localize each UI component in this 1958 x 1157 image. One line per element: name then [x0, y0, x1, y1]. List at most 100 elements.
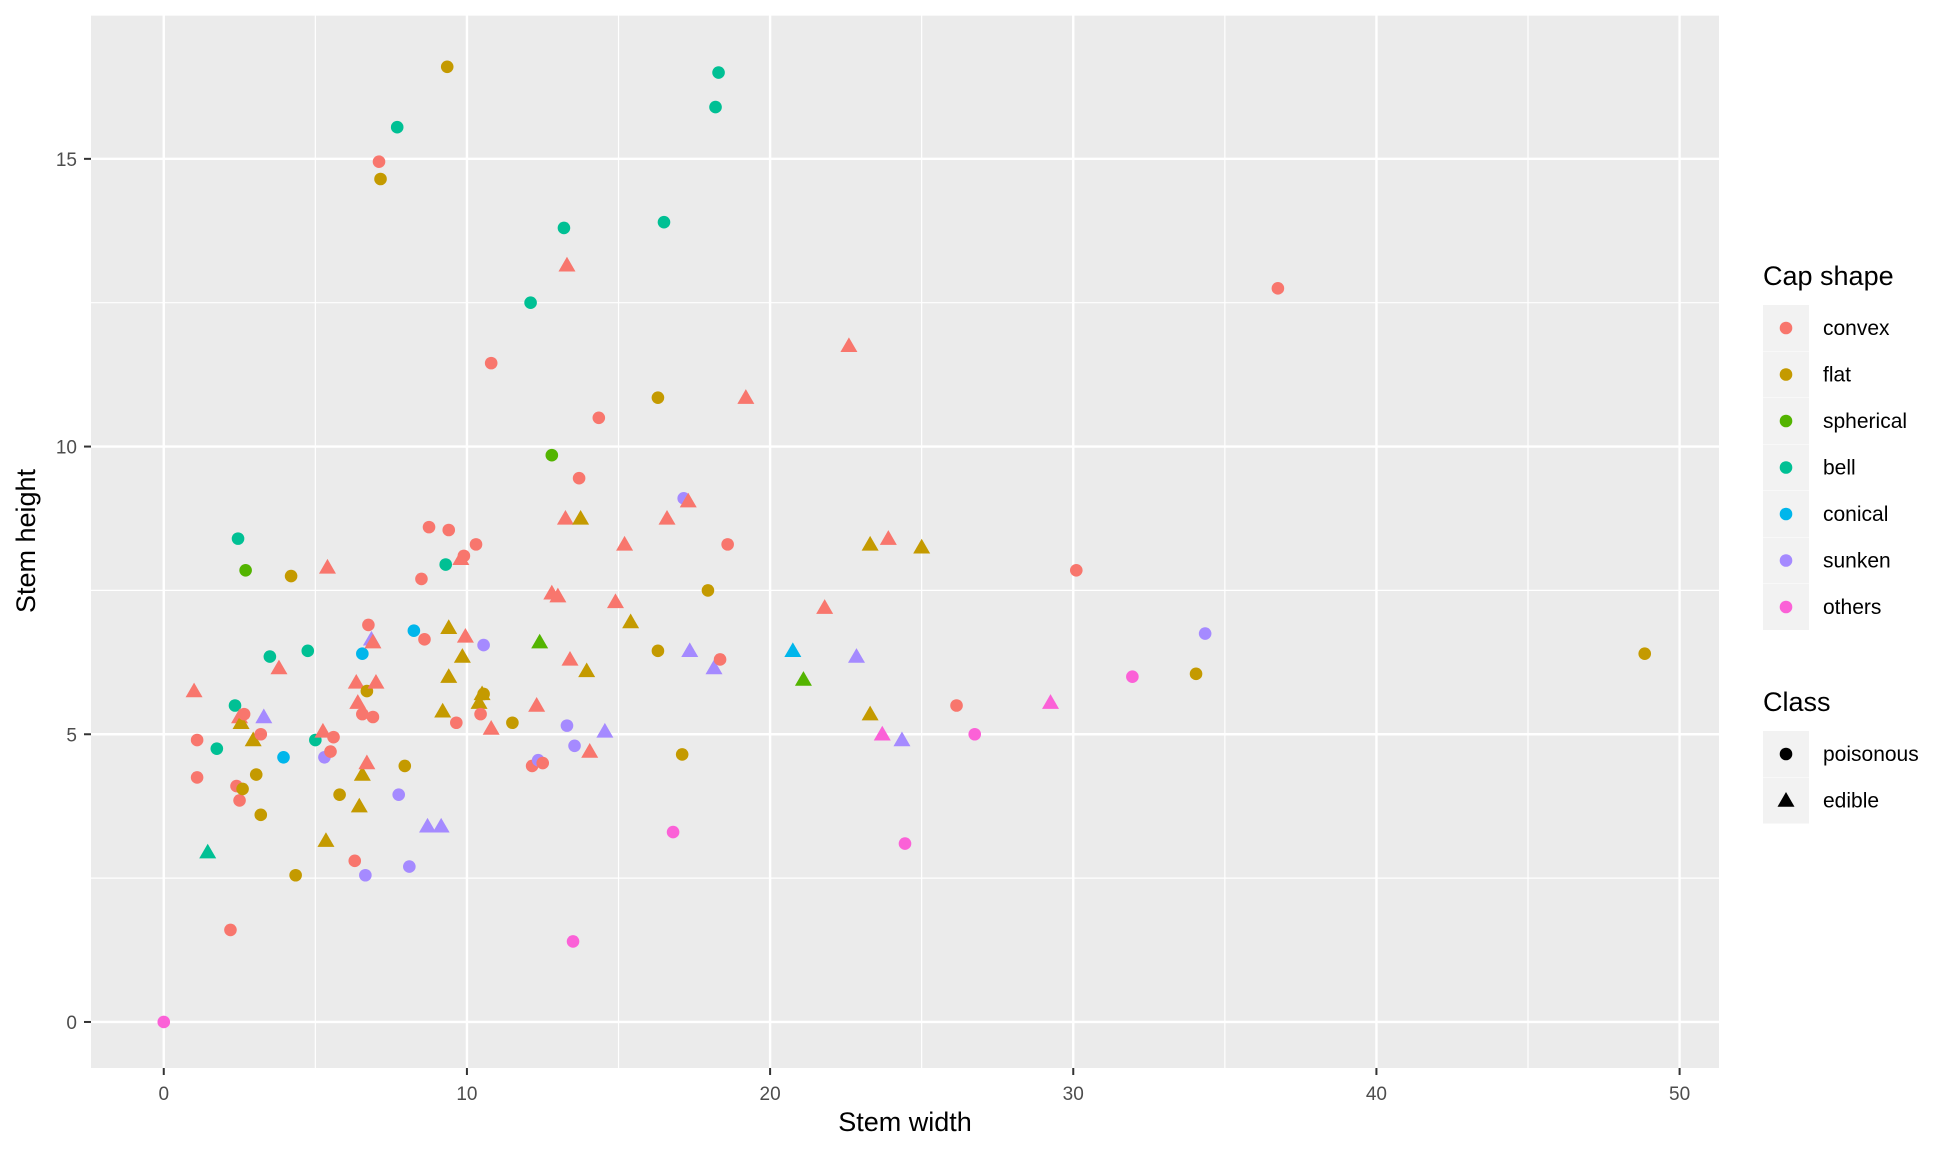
data-point [701, 584, 715, 597]
data-point [506, 716, 519, 730]
x-tick-label: 10 [456, 1084, 477, 1105]
data-point [873, 725, 891, 741]
legend-class-items: poisonous edible [1763, 731, 1919, 824]
data-point [898, 837, 912, 850]
legend-label-poisonous: poisonous [1823, 743, 1919, 766]
data-point [651, 391, 665, 404]
data-point [474, 707, 487, 721]
data-point [482, 720, 500, 735]
data-point [374, 172, 387, 186]
data-point [398, 759, 412, 773]
data-point [422, 520, 436, 534]
y-tick-labels: 0 5 10 15 [56, 150, 77, 1034]
data-point [566, 935, 580, 948]
data-point [616, 535, 634, 551]
data-point [651, 644, 665, 658]
data-point [317, 832, 335, 847]
data-point [390, 120, 404, 134]
data-point [450, 716, 463, 730]
data-point [549, 587, 567, 603]
data-point [324, 745, 337, 758]
data-point [434, 702, 452, 718]
data-point [572, 471, 586, 485]
data-point [1126, 670, 1139, 684]
x-tick-label: 50 [1669, 1084, 1690, 1105]
data-point [442, 523, 456, 537]
data-point [231, 532, 245, 545]
data-point [847, 648, 865, 663]
data-point [1198, 627, 1212, 640]
data-point [536, 756, 550, 770]
data-point [558, 256, 576, 272]
data-point [681, 642, 699, 658]
data-point [840, 337, 858, 353]
data-point [469, 538, 483, 551]
data-point [557, 221, 571, 235]
data-point [359, 868, 372, 882]
x-tick-label: 20 [760, 1084, 781, 1105]
legend-cap-shape-items: convex flat spherical bell conical sunken othe… [1763, 305, 1907, 630]
data-point [794, 671, 812, 686]
x-tick-label: 40 [1366, 1084, 1387, 1105]
data-point [356, 707, 369, 721]
data-point [358, 754, 376, 770]
data-point [709, 100, 722, 114]
data-point [403, 860, 416, 873]
data-point [528, 696, 546, 712]
data-point [233, 794, 246, 807]
data-point [407, 624, 421, 637]
data-point [432, 817, 450, 833]
x-tick-labels: 0 10 20 30 40 50 [158, 1084, 1690, 1105]
data-point [879, 530, 897, 545]
data-point [239, 563, 252, 577]
legend-key-sunken [1779, 554, 1793, 567]
data-point [581, 743, 599, 758]
data-point [301, 644, 315, 658]
data-point [1638, 647, 1652, 661]
data-point [366, 710, 380, 724]
data-point [185, 682, 203, 698]
y-tick-label: 15 [56, 150, 77, 171]
data-point [893, 731, 911, 747]
data-point [568, 739, 581, 753]
data-point [713, 653, 727, 666]
data-point [190, 771, 204, 784]
data-point [1042, 694, 1060, 709]
data-point [255, 708, 273, 724]
legend-key-others [1779, 600, 1793, 614]
data-point [1271, 282, 1285, 295]
data-point [560, 719, 574, 732]
y-tick-label: 10 [56, 438, 77, 459]
data-point [816, 599, 834, 614]
y-axis-title: Stem height [11, 468, 41, 613]
data-point [592, 411, 606, 425]
data-point [277, 750, 290, 764]
legend-label-sunken: sunken [1823, 550, 1891, 573]
legend-label-bell: bell [1823, 457, 1856, 480]
data-point [477, 687, 490, 701]
data-point [362, 618, 375, 632]
data-points [157, 60, 1652, 1029]
legend-key-convex [1779, 321, 1793, 335]
legend-key-conical [1779, 507, 1793, 521]
legend-label-conical: conical [1823, 503, 1888, 526]
data-point [210, 742, 224, 755]
data-point [622, 613, 640, 629]
data-point [415, 572, 428, 586]
data-point [236, 782, 249, 796]
data-point [440, 619, 458, 635]
data-point [349, 694, 367, 709]
data-point [913, 538, 931, 554]
data-point [284, 569, 298, 583]
legend-key-edible [1777, 792, 1795, 807]
legend-key-flat [1779, 368, 1793, 381]
data-point [289, 868, 302, 882]
data-point [314, 722, 332, 738]
data-point [572, 509, 590, 525]
data-point [244, 731, 262, 747]
data-point [531, 633, 549, 649]
legend: Cap shape convex flat spherical bell conical… [1763, 261, 1919, 824]
data-point [263, 650, 277, 663]
data-point [254, 727, 268, 741]
data-point [224, 923, 237, 937]
